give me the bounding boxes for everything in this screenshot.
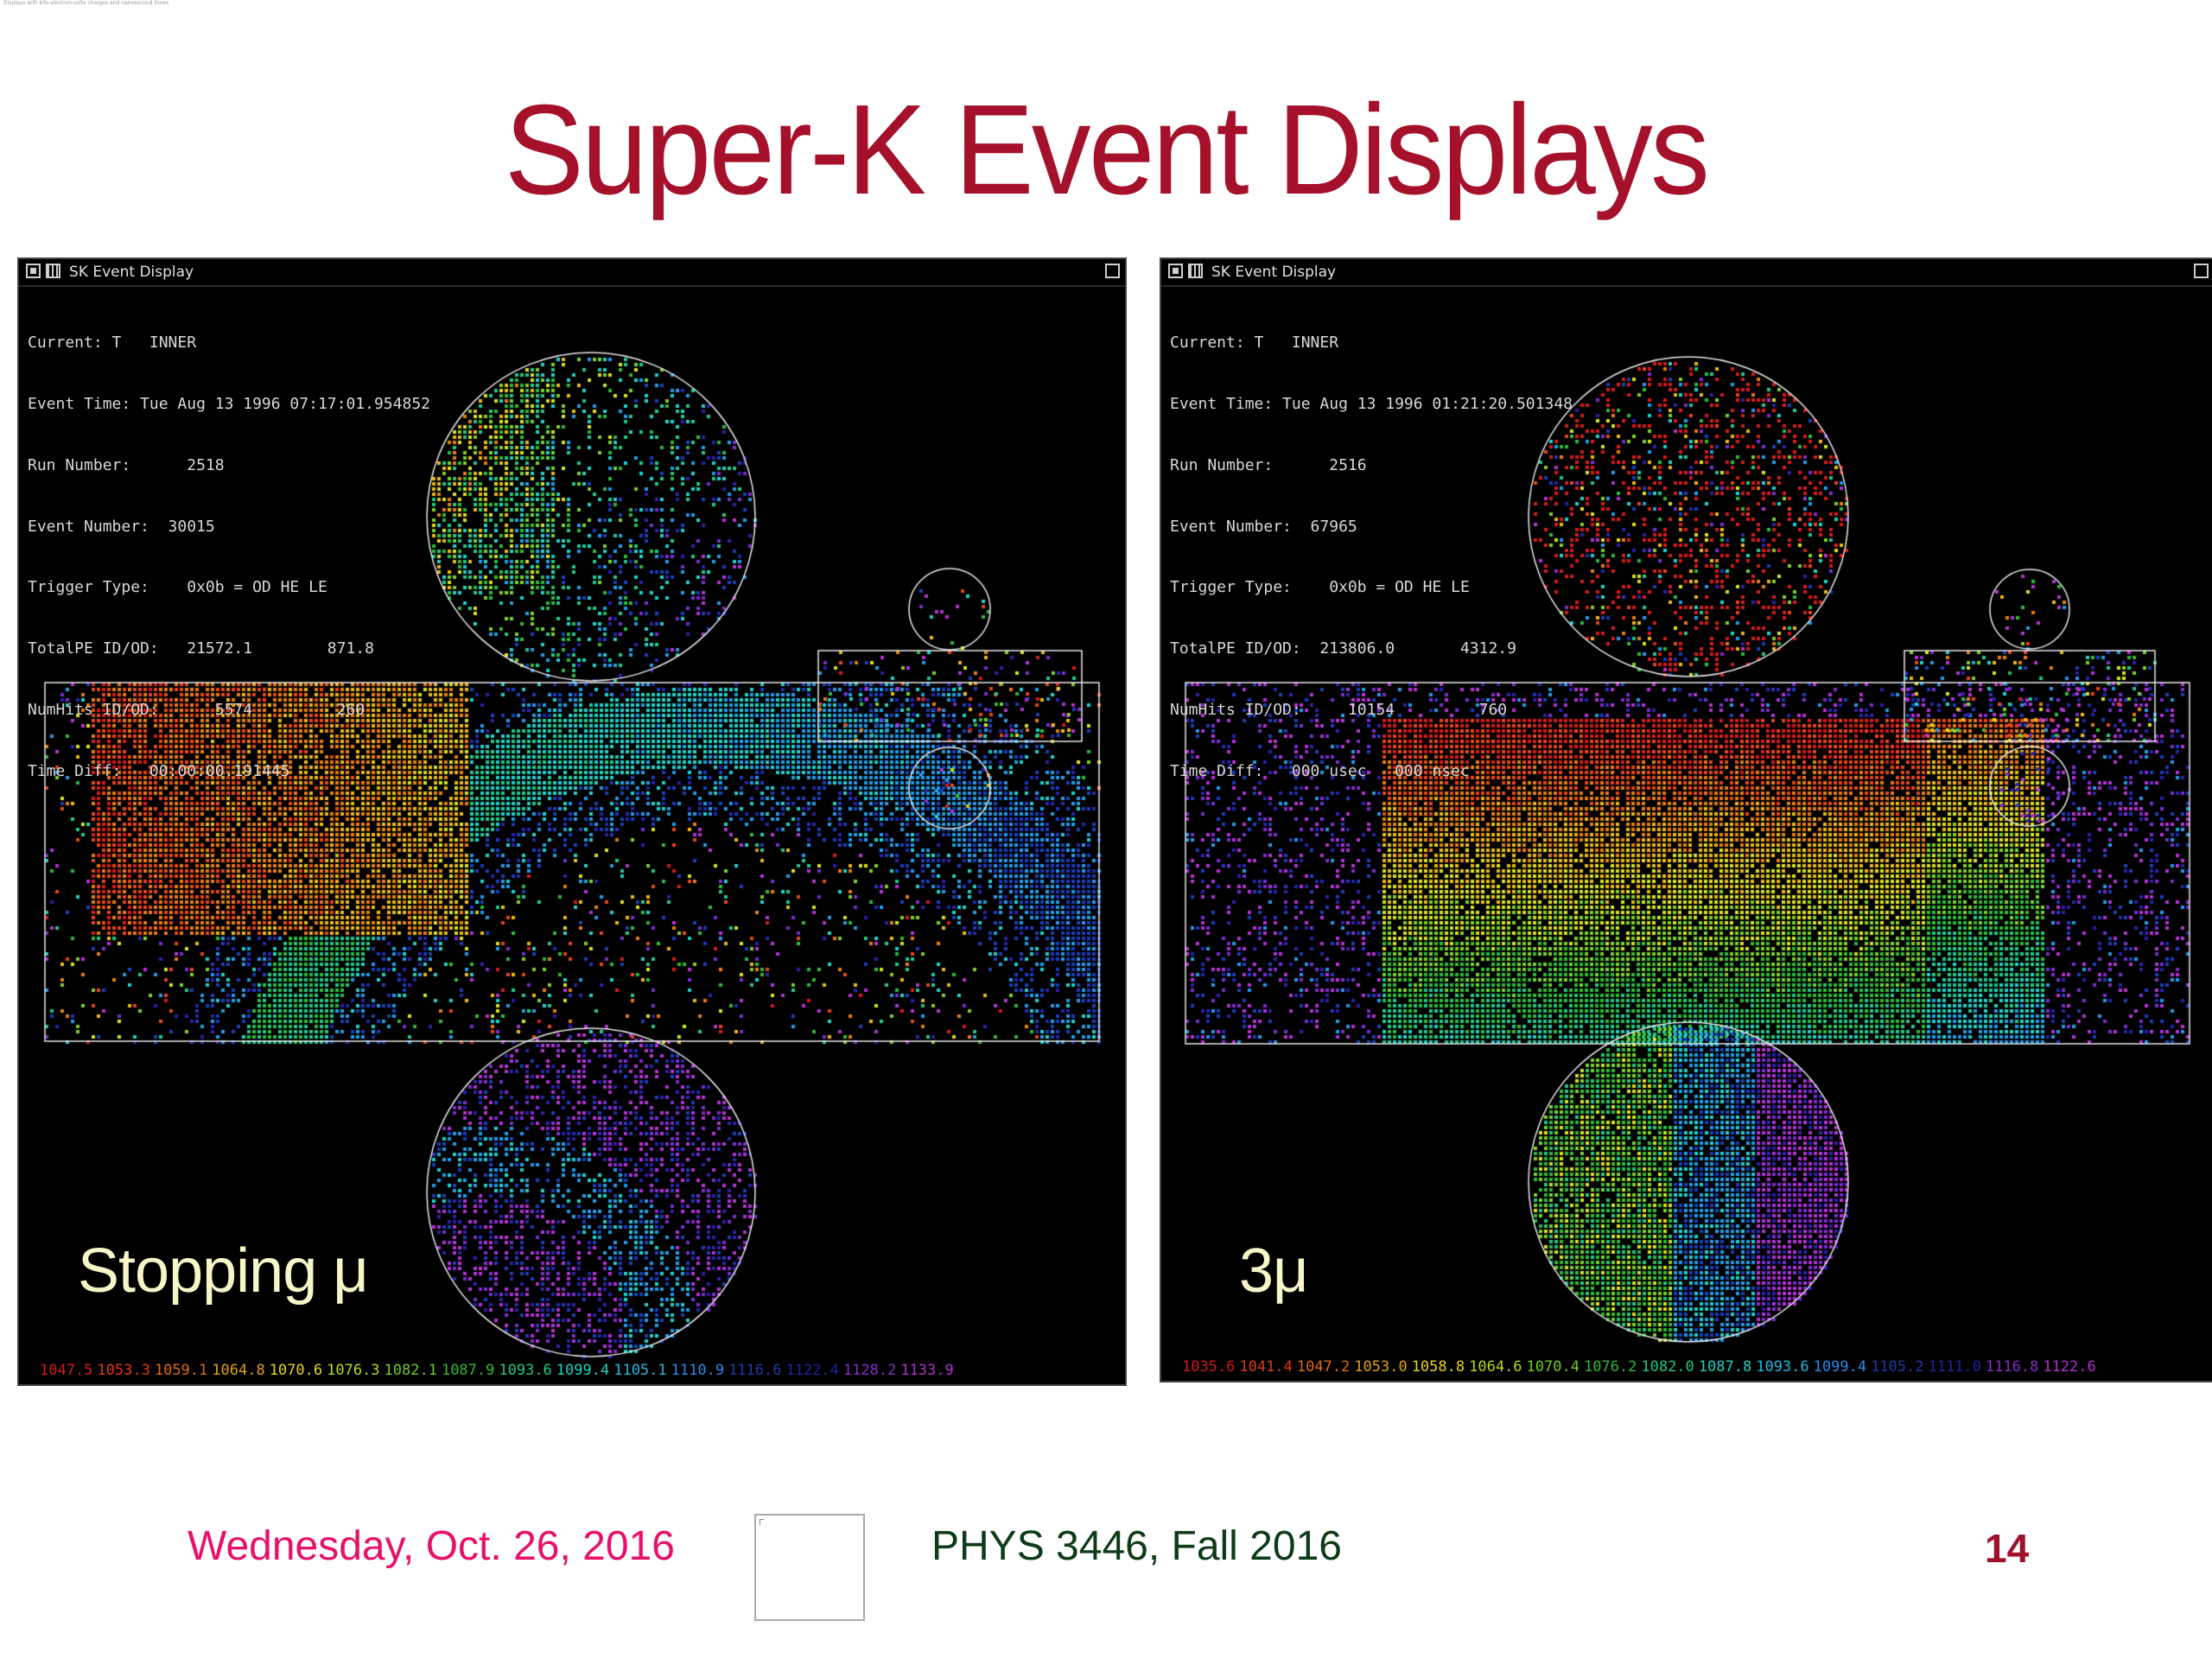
color-scale: 1047.5 1053.3 1059.1 1064.8 1070.6 1076.3 1082…	[40, 1362, 958, 1379]
color-scale-value: 1099.4	[556, 1362, 610, 1379]
color-scale-value: 1059.1	[154, 1362, 208, 1379]
info-event-time: Event Time: Tue Aug 13 1996 07:17:01.954…	[28, 394, 430, 413]
info-current: Current: T INNER	[28, 334, 197, 353]
color-scale-value: 1053.0	[1354, 1358, 1408, 1376]
window-minimize-icon[interactable]	[1188, 264, 1203, 278]
color-scale-value: 1093.6	[499, 1362, 552, 1379]
footer-page-number: 14	[1985, 1526, 2030, 1571]
footer-course: PHYS 3446, Fall 2016	[931, 1523, 1342, 1569]
color-scale-value: 1064.6	[1469, 1358, 1522, 1376]
slide-title: Super-K Event Displays	[504, 79, 1710, 221]
info-num-hits: NumHits ID/OD: 10154 760	[1170, 700, 1508, 719]
color-scale-value: 1047.5	[40, 1362, 93, 1379]
window-maximize-icon[interactable]	[1105, 264, 1120, 278]
color-scale-value: 1087.9	[441, 1362, 495, 1379]
color-scale-value: 1105.1	[613, 1362, 667, 1379]
info-event-number: Event Number: 67965	[1170, 517, 1357, 536]
color-scale-value: 1122.6	[2043, 1358, 2096, 1376]
university-logo	[754, 1514, 865, 1621]
event-info-panel: Current: T INNER Event Time: Tue Aug 13 …	[28, 292, 430, 822]
pmt-hit-display	[19, 259, 1125, 1384]
color-scale-value: 1041.4	[1239, 1358, 1293, 1376]
info-event-number: Event Number: 30015	[28, 517, 215, 536]
window-titlebar[interactable]: SK Event Display	[19, 259, 1125, 287]
info-trigger-type: Trigger Type: 0x0b = OD HE LE	[1170, 578, 1470, 597]
color-scale-value: 1128.2	[842, 1362, 897, 1379]
window-menu-icon[interactable]	[1168, 264, 1183, 278]
event-display-window-stopping-muon[interactable]: SK Event Display Current: T INNER Event …	[17, 257, 1127, 1386]
event-label: 3μ	[1239, 1236, 1309, 1306]
info-trigger-type: Trigger Type: 0x0b = OD HE LE	[28, 578, 327, 597]
info-total-pe: TotalPE ID/OD: 21572.1 871.8	[28, 639, 374, 658]
window-menu-icon[interactable]	[26, 264, 41, 278]
pmt-hit-display	[1161, 259, 2212, 1381]
info-event-time: Event Time: Tue Aug 13 1996 01:21:20.501…	[1170, 394, 1573, 413]
color-scale-value: 1116.6	[728, 1362, 782, 1379]
color-scale-value: 1035.6	[1182, 1358, 1236, 1376]
window-title: SK Event Display	[1211, 264, 1337, 281]
footer-date: Wednesday, Oct. 26, 2016	[188, 1523, 675, 1569]
info-total-pe: TotalPE ID/OD: 213806.0 4312.9	[1170, 639, 1516, 658]
info-time-diff: Time Diff: 000 usec 000 nsec	[1170, 761, 1470, 780]
color-scale-value: 1122.4	[785, 1362, 839, 1379]
info-time-diff: Time Diff: 00:00:00.191445	[28, 761, 290, 780]
color-scale-value: 1058.8	[1411, 1358, 1465, 1376]
color-scale-value: 1070.4	[1526, 1358, 1580, 1376]
color-scale-value: 1111.0	[1928, 1358, 1981, 1376]
color-scale-value: 1093.6	[1756, 1358, 1809, 1376]
slide-top-note: Displays with kilo-electron-volts charge…	[3, 0, 169, 6]
color-scale-value: 1082.1	[384, 1362, 437, 1379]
color-scale-value: 1110.9	[671, 1362, 725, 1379]
color-scale-value: 1070.6	[269, 1362, 323, 1379]
info-run-number: Run Number: 2518	[28, 455, 225, 474]
window-title: SK Event Display	[69, 264, 194, 281]
event-label: Stopping μ	[78, 1236, 369, 1306]
window-maximize-icon[interactable]	[2194, 264, 2209, 278]
color-scale-value: 1116.8	[1985, 1358, 2039, 1376]
color-scale-value: 1082.0	[1641, 1358, 1694, 1376]
color-scale-value: 1105.2	[1871, 1358, 1924, 1376]
info-run-number: Run Number: 2516	[1170, 455, 1367, 474]
window-titlebar[interactable]: SK Event Display	[1161, 259, 2212, 287]
event-display-window-three-muon[interactable]: SK Event Display Current: T INNER Event …	[1160, 257, 2212, 1382]
color-scale-value: 1099.4	[1813, 1358, 1867, 1376]
info-num-hits: NumHits ID/OD: 5574 260	[28, 700, 365, 719]
color-scale-value: 1064.8	[212, 1362, 265, 1379]
color-scale-value: 1076.2	[1583, 1358, 1637, 1376]
window-minimize-icon[interactable]	[46, 264, 60, 278]
color-scale-value: 1087.8	[1698, 1358, 1752, 1376]
event-info-panel: Current: T INNER Event Time: Tue Aug 13 …	[1170, 292, 1573, 822]
info-current: Current: T INNER	[1170, 334, 1339, 353]
color-scale-value: 1133.9	[900, 1362, 954, 1379]
color-scale-value: 1047.2	[1296, 1358, 1351, 1376]
color-scale-value: 1076.3	[327, 1362, 380, 1379]
color-scale-value: 1053.3	[97, 1362, 150, 1379]
color-scale: 1035.6 1041.4 1047.2 1053.0 1058.8 1064.6 1070…	[1182, 1358, 2101, 1376]
